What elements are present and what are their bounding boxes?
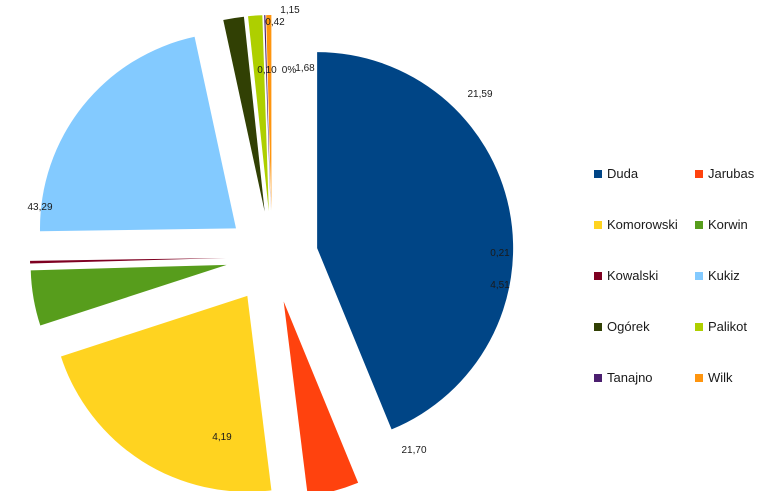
legend-item-kowalski: Kowalski [594,268,658,283]
legend-swatch [695,169,703,178]
legend-item-jarubas: Jarubas [695,166,754,181]
legend-item-ogórek: Ogórek [594,319,650,334]
legend-label: Tanajno [607,370,653,385]
legend-label: Kowalski [607,268,659,283]
legend-swatch [695,322,703,331]
legend-label: Palikot [708,319,748,334]
data-label-palikot: 1,15 [280,5,300,16]
legend-item-duda: Duda [594,166,638,181]
data-labels: 43,29 4,19 21,70 4,51 0,21 21,59 1,68 1,15 0,10 0… [27,5,510,456]
data-label-tanajno: 0,10 [257,65,277,76]
pie-slice-palikot [248,15,269,212]
legend-item-kukiz: Kukiz [695,268,740,283]
legend-label: Komorowski [607,217,678,232]
pie-slice-komorowski [60,295,272,491]
pie-slice-wilk [266,15,272,212]
legend-swatch [695,220,703,229]
legend-item-wilk: Wilk [695,370,733,385]
data-label-korwin: 4,51 [490,280,510,291]
data-label-komorowski: 21,70 [401,445,426,456]
legend-label: Kukiz [708,268,740,283]
legend-item-komorowski: Komorowski [594,217,678,232]
data-label-kowalski: 0,21 [490,248,510,259]
legend-label: Duda [607,166,639,181]
legend-swatch [594,169,602,178]
legend-item-korwin: Korwin [695,217,748,232]
pie-slice-kukiz [39,36,236,232]
pie-slice-ogórek [223,16,265,212]
pie-slice-kowalski [30,257,227,264]
data-label-empty: 0% [282,65,297,76]
legend-label: Wilk [708,370,733,385]
legend-item-tanajno: Tanajno [594,370,653,385]
data-label-duda: 43,29 [27,202,52,213]
pie-slice-duda [317,52,514,430]
legend-label: Korwin [708,217,748,232]
legend-label: Ogórek [607,319,650,334]
legend-swatch [695,373,703,382]
data-label-kukiz: 21,59 [467,89,492,100]
legend-label: Jarubas [708,166,755,181]
pie-slice-tanajno [264,15,271,212]
data-label-wilk: 0,42 [265,17,285,28]
legend-item-palikot: Palikot [695,319,747,334]
legend-swatch [594,220,602,229]
data-label-ogórek: 1,68 [295,63,315,74]
data-label-jarubas: 4,19 [212,432,232,443]
legend-swatch [594,373,602,382]
pie-slice-jarubas [283,301,359,491]
legend-swatch [695,271,703,280]
legend-swatch [594,322,602,331]
pie-slice-korwin [30,264,227,326]
legend-swatch [594,271,602,280]
pie-slices [30,15,514,491]
